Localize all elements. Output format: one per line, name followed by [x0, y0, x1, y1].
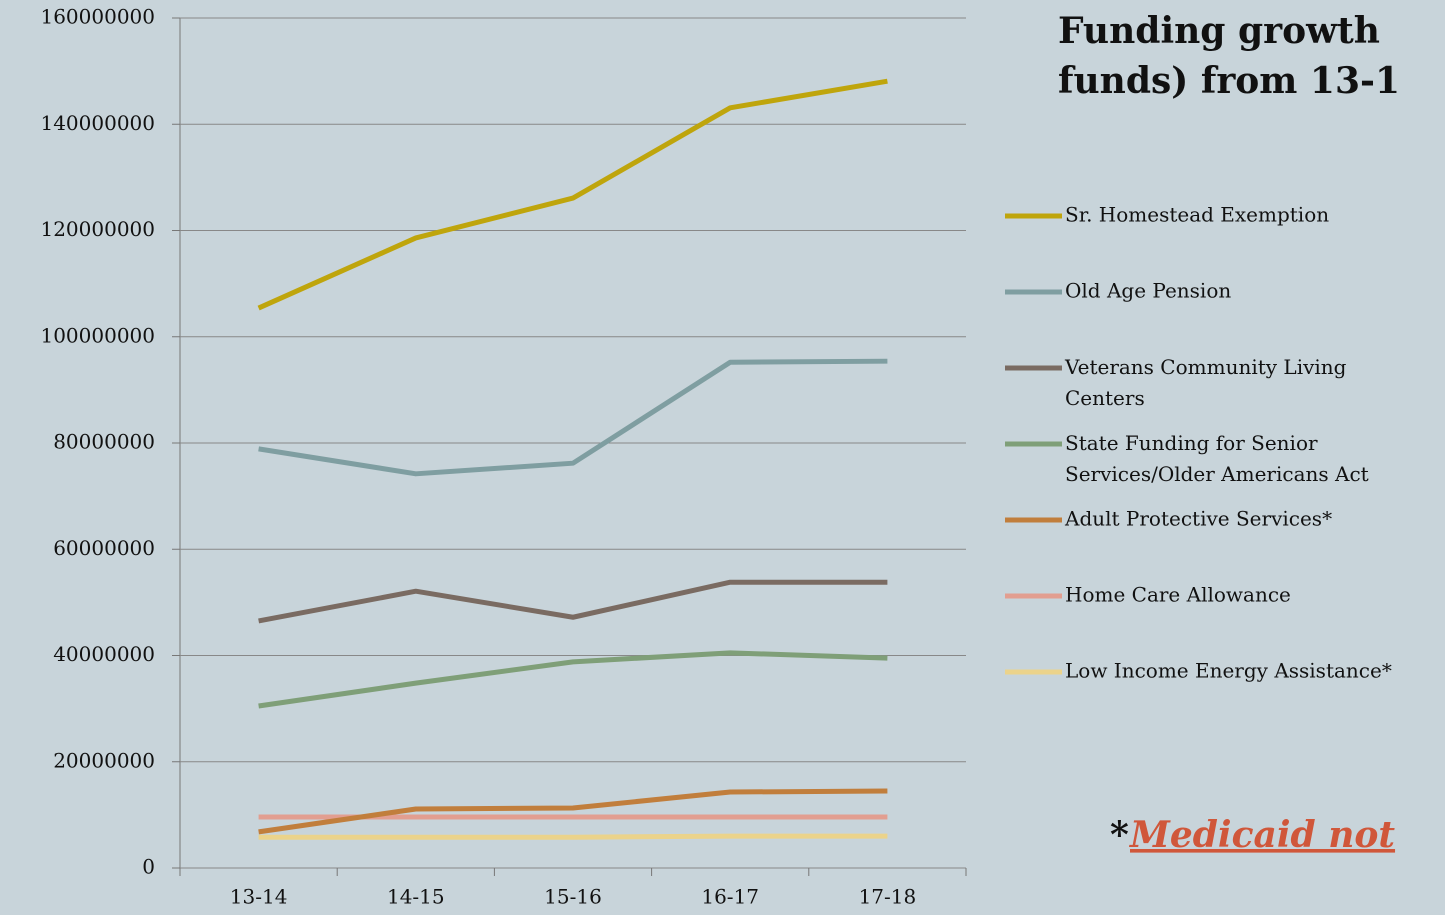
footnote-mark: * [1110, 814, 1129, 856]
legend-label: Low Income Energy Assistance* [1065, 659, 1392, 683]
legend-label-line: Veterans Community Living [1064, 355, 1347, 379]
x-tick-label: 17-18 [859, 885, 917, 909]
legend-label-line: Services/Older Americans Act [1065, 462, 1369, 486]
series-line [257, 78, 888, 311]
x-tick-label: 13-14 [230, 885, 288, 909]
legend-label-line: State Funding for Senior [1065, 431, 1318, 455]
chart-title: funds) from 13-1 [1058, 60, 1400, 102]
series-line [258, 358, 888, 477]
x-tick-label: 16-17 [701, 885, 759, 909]
legend-label: State Funding for Senior Services/Older A… [1065, 431, 1369, 486]
series-line [258, 788, 888, 835]
x-tick-label: 15-16 [544, 885, 602, 909]
y-tick-label: 160000000 [40, 5, 155, 29]
legend-label: Veterans Community Living Centers [1064, 355, 1347, 410]
legend-label: Home Care Allowance [1065, 583, 1291, 607]
x-tick-label: 14-15 [387, 885, 445, 909]
y-tick-label: 40000000 [53, 642, 155, 666]
series-line [258, 579, 888, 624]
legend-label-line: Centers [1065, 386, 1145, 410]
y-tick-label: 120000000 [40, 217, 155, 241]
series-line [258, 650, 888, 709]
y-tick-label: 20000000 [53, 748, 155, 772]
y-tick-label: 0 [142, 855, 155, 879]
chart-title: Funding growth [1058, 10, 1380, 52]
y-tick-label: 140000000 [40, 111, 155, 135]
y-tick-label: 60000000 [53, 536, 155, 560]
footnote: Medicaid not [1128, 814, 1395, 856]
y-tick-label: 100000000 [40, 323, 155, 347]
legend-label: Old Age Pension [1065, 279, 1231, 303]
series-line [258, 833, 888, 840]
y-tick-label: 80000000 [53, 430, 155, 454]
legend-label: Adult Protective Services* [1064, 507, 1332, 531]
legend-label: Sr. Homestead Exemption [1065, 203, 1329, 227]
